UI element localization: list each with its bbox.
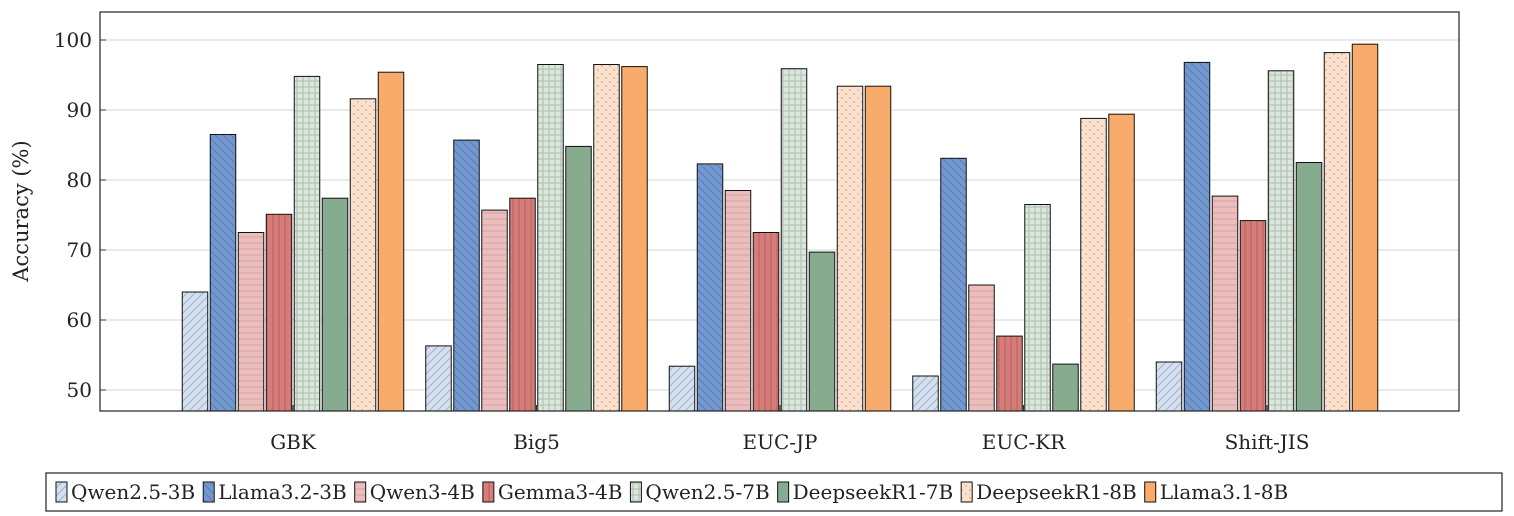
bar-pattern	[697, 163, 723, 411]
legend-swatch-fill	[1144, 482, 1156, 502]
axis-labels: 50 60 70 80 90 100 GBK Big5 EUC-JP EUC-KR Shift-JI…	[54, 28, 1310, 454]
x-tick-label: Shift-JIS	[1225, 430, 1310, 454]
bar-fill	[865, 86, 891, 411]
bar-pattern	[294, 76, 320, 412]
bar-pattern	[1240, 220, 1266, 411]
bar-pattern	[753, 232, 779, 411]
bar-pattern	[837, 86, 863, 411]
bar-pattern	[1268, 70, 1294, 412]
legend-swatch	[960, 481, 973, 503]
bar-pattern	[453, 140, 480, 411]
legend-swatch	[777, 481, 790, 503]
legend-label: Llama3.2-3B	[218, 480, 346, 504]
legend-swatch	[482, 481, 495, 503]
legend-swatch	[354, 481, 367, 503]
bar-pattern	[509, 198, 536, 411]
legend-swatch-pattern	[961, 482, 973, 502]
bar-pattern	[238, 232, 264, 411]
axes	[99, 11, 1460, 412]
legend-label: DeepseekR1-7B	[793, 480, 954, 504]
legend-swatch-pattern	[482, 482, 494, 502]
bar-pattern	[996, 336, 1023, 411]
legend-box	[45, 472, 1503, 512]
bar-fill	[809, 252, 835, 411]
bar-pattern	[1324, 52, 1350, 411]
y-tick-label: 80	[67, 168, 92, 192]
legend-swatch-fill	[777, 482, 789, 502]
bar-pattern	[481, 210, 508, 411]
x-tick-label: EUC-KR	[982, 430, 1066, 454]
bar-fill	[1108, 114, 1135, 411]
x-tick-label: Big5	[513, 430, 560, 454]
bar-pattern	[210, 134, 236, 411]
legend-label: Qwen3-4B	[370, 480, 475, 504]
y-axis-title: Accuracy (%)	[9, 140, 33, 282]
y-tick-label: 50	[67, 378, 92, 402]
bar-fill	[322, 198, 348, 411]
legend-swatch	[629, 481, 642, 503]
bar-fill	[1296, 162, 1322, 411]
bar-pattern	[1156, 362, 1182, 411]
legend-label: DeepseekR1-8B	[976, 480, 1137, 504]
bar-pattern	[669, 366, 695, 411]
legend-swatch-pattern	[354, 482, 366, 502]
bar-pattern	[593, 64, 620, 411]
bar-pattern	[725, 190, 751, 411]
legend-label: Qwen2.5-7B	[645, 480, 769, 504]
bar-pattern	[940, 158, 967, 411]
legend-swatch-pattern	[203, 482, 215, 502]
plot-frame	[99, 11, 1460, 412]
bar-fill	[621, 66, 648, 411]
y-tick-label: 70	[67, 238, 92, 262]
bars	[181, 43, 1379, 412]
bar-pattern	[266, 214, 292, 411]
bar-pattern	[350, 98, 376, 412]
x-tick-label: GBK	[270, 430, 317, 454]
legend: Qwen2.5-3B Llama3.2-3B Qwen3-4B Gemma3-4B Qw…	[45, 472, 1503, 512]
bar-pattern	[968, 285, 995, 411]
bar-pattern	[912, 376, 939, 411]
bar-pattern	[1024, 204, 1051, 411]
y-tick-label: 100	[54, 28, 92, 52]
bar-pattern	[1080, 118, 1107, 412]
bar-pattern	[425, 345, 452, 411]
legend-label: Llama3.1-8B	[1160, 480, 1288, 504]
legend-swatch-pattern	[56, 482, 67, 502]
bar-pattern	[1212, 196, 1238, 411]
legend-swatch-pattern	[630, 482, 642, 502]
bar-fill	[565, 146, 592, 411]
bar-pattern	[182, 292, 208, 411]
bar-pattern	[537, 64, 564, 411]
bar-fill	[378, 72, 404, 411]
bar-fill	[1352, 44, 1378, 411]
legend-label: Qwen2.5-3B	[71, 480, 195, 504]
legend-swatch	[1144, 481, 1157, 503]
y-tick-label: 90	[67, 98, 92, 122]
legend-label: Gemma3-4B	[498, 480, 623, 504]
x-tick-label: EUC-JP	[743, 430, 818, 454]
bar-pattern	[781, 68, 807, 411]
legend-swatch	[55, 481, 68, 503]
legend-swatch	[202, 481, 215, 503]
bar-pattern	[1184, 62, 1210, 412]
bar-fill	[1052, 364, 1079, 411]
y-tick-label: 60	[67, 308, 92, 332]
